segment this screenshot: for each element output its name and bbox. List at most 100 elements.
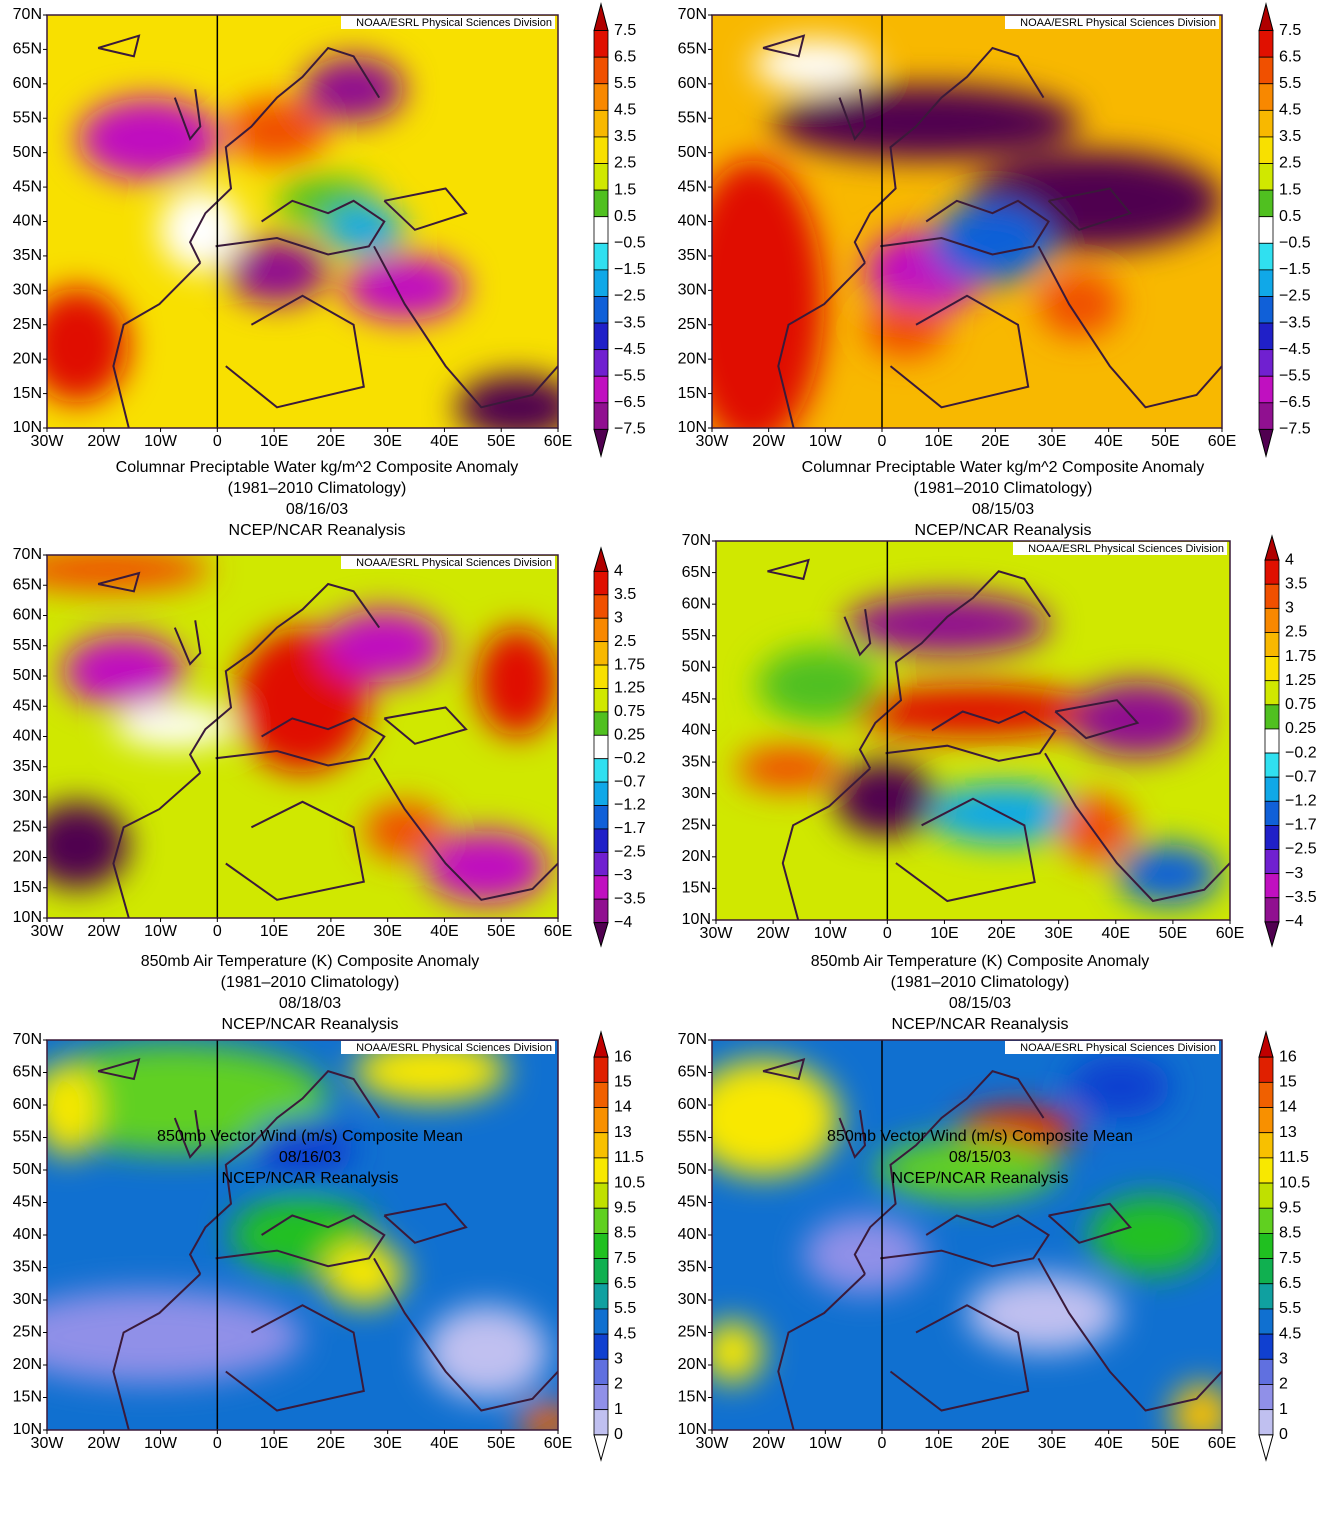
field-blobs [712,39,1222,428]
colorbar-segment [593,758,609,783]
colorbar-segment [593,1384,609,1411]
coastline [225,1304,365,1412]
x-tick-label: 50E [487,433,515,450]
colorbar-label: 11.5 [1279,1149,1309,1166]
y-tick-label: 15N [13,879,42,896]
coastline [97,34,141,58]
colorbar-label: 2.5 [1285,624,1307,641]
coastline [188,46,381,264]
colorbar-segment [1264,656,1280,682]
credit-box [1005,1041,1219,1054]
colorbar-segment [1264,873,1280,899]
y-tick-label: 55N [682,627,711,644]
field-blob [752,39,876,90]
colorbar-segment [1258,349,1274,377]
colorbar-segment [1258,1283,1274,1310]
colorbar-label: 2 [1279,1376,1288,1393]
colorbar-top [593,2,609,32]
colorbar-label: −6.5 [614,394,646,411]
colorbar-segment [593,688,609,713]
coastline [777,262,866,428]
colorbar-label: 16 [1279,1048,1297,1065]
colorbar: 16 15 14 13 11.5 10.5 9.5 8.5 7.5 6.5 5.5 4.5 3 2 1 0 [1258,1030,1310,1462]
x-tick-label: 40E [1102,925,1130,942]
colorbar-segment [1264,607,1280,633]
coastline [97,571,141,593]
y-tick-label: 65N [13,41,42,58]
caption-line: 08/18/03 [279,995,341,1012]
colorbar-label: −4 [1285,913,1303,930]
colorbar-label: 1.5 [614,181,636,198]
colorbar-segment [1258,1182,1274,1209]
x-tick-label: 10E [924,1435,952,1452]
x-tick-label: 30W [696,433,730,450]
colorbar-segment [593,1157,609,1184]
x-tick-label: 30W [31,1435,65,1452]
x-tick-label: 20E [317,433,345,450]
field-blob [834,760,938,837]
y-tick-label: 40N [13,728,42,745]
colorbar-label: 10.5 [1279,1174,1310,1191]
coastline [173,1110,202,1159]
coastline [895,797,1036,903]
colorbar-label: 15 [1279,1074,1297,1091]
x-tick-label: 30W [31,923,65,940]
colorbar-segment [1258,83,1274,111]
colorbar-segment [1258,189,1274,218]
colorbar-segment [593,594,609,619]
colorbar-label: 1 [614,1401,623,1418]
x-tick-label: 10E [260,923,288,940]
colorbar-segment [1258,1384,1274,1411]
credit-box [341,16,555,29]
colorbar-label: 8.5 [1279,1225,1301,1242]
colorbar-segment [593,711,609,736]
y-tick-label: 35N [682,753,711,770]
colorbar-label: −2.5 [614,844,646,861]
y-tick-label: 50N [678,1161,707,1178]
colorbar-bottom [593,922,609,948]
colorbar-segment [593,296,609,324]
y-tick-label: 50N [678,144,707,161]
colorbar-label: 5.5 [1279,75,1301,92]
x-tick-label: 30E [1038,433,1066,450]
field-blob [865,299,947,358]
colorbar-label: −7.5 [614,421,646,438]
field-blob [875,1137,1059,1200]
coastline [225,294,365,409]
colorbar-label: 13 [1279,1124,1297,1141]
map-panel: NOAA/ESRL Physical Sciences Division 30W 2… [682,532,1317,1033]
x-tick-label: 10E [930,925,958,942]
colorbar-segment [593,1333,609,1360]
coastline [383,187,468,231]
y-tick-label: 20N [13,1356,42,1373]
colorbar: 16 15 14 13 11.5 10.5 9.5 8.5 7.5 6.5 5.5 4.5 3 2 1 0 [593,1030,645,1462]
map-panel: NOAA/ESRL Physical Sciences Division 30W 2… [678,1030,1310,1462]
caption-line: 08/15/03 [972,501,1034,518]
colorbar-segment [1264,849,1280,875]
colorbar-segment [593,269,609,297]
colorbar-segment [1258,1056,1274,1083]
credit-box [341,556,555,569]
coastline [762,34,806,58]
x-tick-label: 50E [1151,1435,1179,1452]
y-tick-label: 30N [678,282,707,299]
colorbar-segment [593,1258,609,1285]
y-tick-label: 55N [678,1129,707,1146]
colorbar-segment [593,136,609,164]
x-tick-label: 50E [1159,925,1187,942]
y-tick-label: 60N [678,1096,707,1113]
credit-box [341,1041,555,1054]
x-tick-label: 0 [213,923,222,940]
x-tick-label: 50E [487,923,515,940]
map-field [716,541,1230,920]
coastline [373,245,558,409]
colorbar-label: 8.5 [614,1225,636,1242]
colorbar-label: 2.5 [1279,155,1301,172]
colorbar: 7.5 6.5 5.5 4.5 3.5 2.5 1.5 0.5 −0.5 −1.5 −2.5 −3.5… [593,2,646,458]
y-tick-label: 55N [13,1129,42,1146]
colorbar-segment [1258,30,1274,58]
map-field [712,1040,1222,1430]
x-tick-label: 30W [700,925,734,942]
field-blob [302,56,405,123]
colorbar-segment [593,322,609,351]
